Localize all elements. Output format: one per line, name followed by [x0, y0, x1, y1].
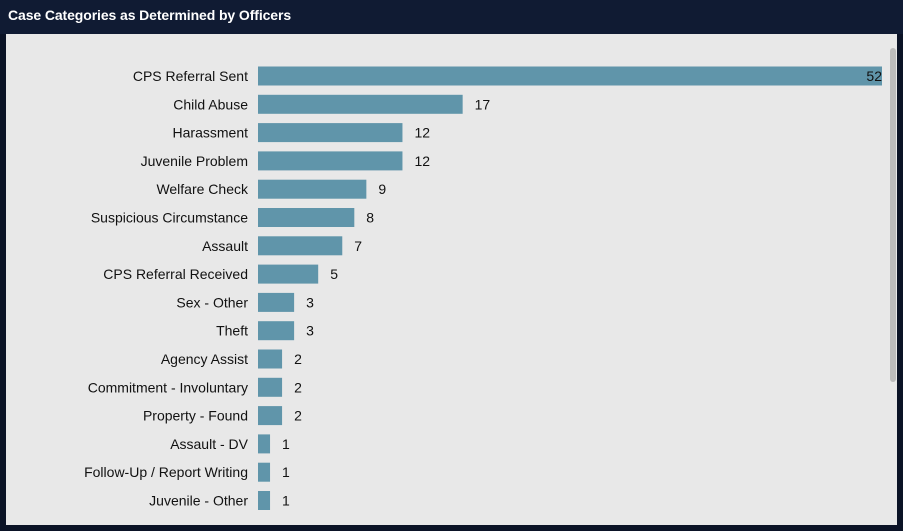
bar[interactable]: [258, 264, 319, 284]
data-label: 2: [294, 408, 302, 424]
data-label: 12: [414, 153, 430, 169]
scrollbar-thumb[interactable]: [890, 48, 896, 382]
data-label: 3: [306, 323, 314, 339]
category-label: Sex - Other: [176, 294, 248, 310]
category-label: CPS Referral Sent: [133, 68, 248, 84]
bar[interactable]: [258, 94, 463, 114]
data-label: 1: [282, 493, 290, 509]
bar[interactable]: [258, 151, 403, 171]
bar[interactable]: [258, 406, 283, 426]
bars: [258, 66, 882, 510]
category-label: Property - Found: [143, 408, 248, 424]
bar[interactable]: [258, 491, 271, 510]
data-label: 2: [294, 351, 302, 367]
panel-title: Case Categories as Determined by Officer…: [8, 7, 292, 23]
category-label: Commitment - Involuntary: [88, 379, 248, 395]
data-label: 12: [414, 125, 430, 141]
category-label: Agency Assist: [161, 351, 248, 367]
bar[interactable]: [258, 292, 295, 312]
category-label: Follow-Up / Report Writing: [84, 464, 248, 480]
bar[interactable]: [258, 349, 283, 369]
category-label: Assault: [202, 238, 248, 254]
category-label: Harassment: [173, 125, 249, 141]
data-label: 1: [282, 464, 290, 480]
bar[interactable]: [258, 236, 343, 256]
category-labels: CPS Referral Sent Child Abuse Harassment Ju…: [84, 68, 249, 509]
data-label: 3: [306, 294, 314, 310]
data-label: 17: [475, 96, 491, 112]
bar[interactable]: [258, 462, 271, 482]
bar-chart: CPS Referral Sent Child Abuse Harassment Ju…: [84, 66, 882, 510]
bar[interactable]: [258, 123, 403, 143]
data-label: 8: [366, 210, 374, 226]
data-label: 5: [330, 266, 338, 282]
panel-header: Case Categories as Determined by Officer…: [0, 0, 903, 34]
category-label: Suspicious Circumstance: [91, 210, 248, 226]
data-label: 9: [378, 181, 386, 197]
bar[interactable]: [258, 377, 283, 397]
scrollbar[interactable]: [888, 42, 897, 525]
data-label: 7: [354, 238, 362, 254]
category-label: Welfare Check: [156, 181, 249, 197]
data-label: 1: [282, 436, 290, 452]
category-label: CPS Referral Received: [103, 266, 248, 282]
data-label: 2: [294, 379, 302, 395]
category-label: Child Abuse: [173, 96, 248, 112]
category-label: Theft: [216, 323, 248, 339]
bar[interactable]: [258, 66, 882, 86]
bar[interactable]: [258, 434, 271, 454]
category-label: Juvenile Problem: [141, 153, 248, 169]
bar[interactable]: [258, 208, 355, 227]
category-label: Juvenile - Other: [149, 493, 248, 509]
category-label: Assault - DV: [170, 436, 248, 452]
bar[interactable]: [258, 321, 295, 341]
data-label: 52: [866, 68, 882, 84]
bar[interactable]: [258, 179, 367, 199]
